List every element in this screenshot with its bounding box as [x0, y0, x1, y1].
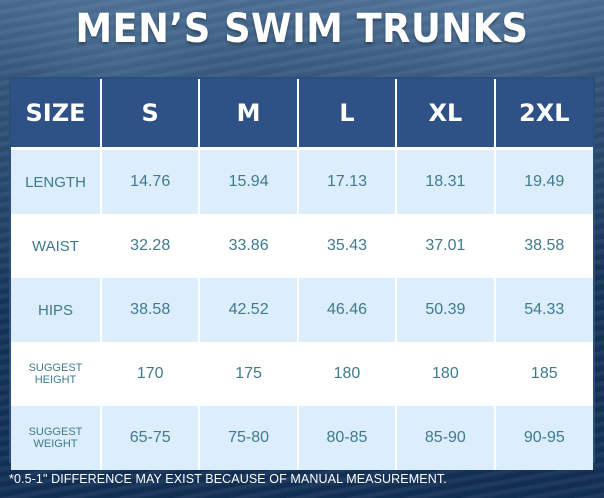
cell: 42.52	[199, 278, 299, 342]
cell: 175	[199, 342, 299, 406]
header-2xl: 2XL	[494, 79, 593, 150]
row-label: LENGTH	[11, 148, 102, 214]
cell: 75-80	[199, 406, 299, 470]
cell: 38.58	[101, 278, 201, 342]
page-title: MEN’S SWIM TRUNKS	[75, 6, 529, 52]
row-waist: WAIST 32.28 33.86 35.43 37.01 38.58	[11, 214, 593, 278]
header-xl: XL	[396, 79, 496, 150]
cell: 185	[494, 342, 593, 406]
cell: 35.43	[297, 214, 398, 278]
cell: 50.39	[396, 278, 496, 342]
row-length: LENGTH 14.76 15.94 17.13 18.31 19.49	[11, 148, 593, 214]
header-s: S	[101, 79, 201, 150]
cell: 19.49	[494, 148, 593, 214]
row-suggest-height: SUGGEST HEIGHT 170 175 180 180 185	[11, 342, 593, 406]
header-size: SIZE	[11, 79, 102, 150]
header-row: SIZE S M L XL 2XL	[11, 79, 593, 150]
cell: 54.33	[494, 278, 593, 342]
cell: 33.86	[199, 214, 299, 278]
cell: 170	[101, 342, 201, 406]
header-m: M	[199, 79, 299, 150]
cell: 180	[297, 342, 398, 406]
cell: 32.28	[101, 214, 201, 278]
size-chart-table: SIZE S M L XL 2XL LENGTH 14.76 15.94 17.…	[9, 77, 595, 470]
cell: 37.01	[396, 214, 496, 278]
row-label: HIPS	[11, 278, 102, 342]
measurement-note: *0.5-1" DIFFERENCE MAY EXIST BECAUSE OF …	[9, 472, 447, 486]
row-suggest-weight: SUGGEST WEIGHT 65-75 75-80 80-85 85-90 9…	[11, 406, 593, 470]
cell: 46.46	[297, 278, 398, 342]
cell: 80-85	[297, 406, 398, 470]
cell: 14.76	[101, 148, 201, 214]
header-l: L	[297, 79, 398, 150]
row-hips: HIPS 38.58 42.52 46.46 50.39 54.33	[11, 278, 593, 342]
cell: 90-95	[494, 406, 593, 470]
row-label: SUGGEST WEIGHT	[11, 406, 102, 470]
cell: 38.58	[494, 214, 593, 278]
cell: 18.31	[396, 148, 496, 214]
row-label: WAIST	[11, 214, 102, 278]
row-label: SUGGEST HEIGHT	[11, 342, 102, 406]
cell: 15.94	[199, 148, 299, 214]
cell: 85-90	[396, 406, 496, 470]
cell: 65-75	[101, 406, 201, 470]
cell: 17.13	[297, 148, 398, 214]
cell: 180	[396, 342, 496, 406]
